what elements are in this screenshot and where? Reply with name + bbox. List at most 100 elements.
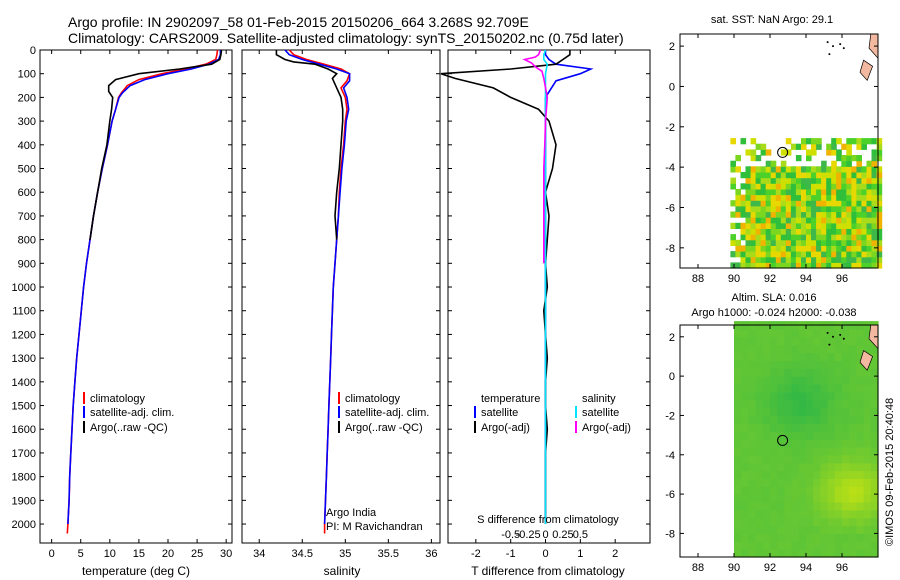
map-cell bbox=[784, 470, 793, 479]
map-cell bbox=[735, 239, 741, 246]
map-cell bbox=[734, 486, 742, 495]
map-cell bbox=[836, 149, 842, 156]
map-cell bbox=[734, 399, 742, 409]
map-cell bbox=[755, 415, 764, 424]
map-cell bbox=[790, 177, 797, 184]
map-cell bbox=[861, 217, 867, 224]
map-cell bbox=[755, 384, 764, 393]
map-cell bbox=[806, 177, 812, 184]
map-cell bbox=[791, 336, 800, 346]
map-cell bbox=[741, 470, 749, 479]
x-tick-label: -2 bbox=[471, 548, 481, 560]
map-cell bbox=[866, 166, 873, 173]
map-cell bbox=[775, 188, 782, 196]
map-cell bbox=[811, 183, 817, 190]
legend-t-argo-label: Argo(-adj) bbox=[481, 422, 530, 434]
map-cell bbox=[748, 431, 757, 440]
map-cell bbox=[806, 384, 814, 393]
map-cell bbox=[755, 245, 762, 252]
map-cell bbox=[834, 517, 843, 527]
map-frame bbox=[679, 324, 879, 558]
map-cell bbox=[876, 172, 883, 179]
map-cell bbox=[866, 234, 873, 241]
map-cell bbox=[846, 211, 852, 218]
map-cell bbox=[770, 352, 778, 361]
map-cell bbox=[856, 200, 862, 207]
map-cell bbox=[826, 188, 832, 196]
map-cell bbox=[842, 431, 850, 440]
map-cell bbox=[836, 217, 842, 224]
map-cell bbox=[866, 228, 873, 235]
map-cell bbox=[849, 431, 857, 440]
map-cell bbox=[806, 188, 812, 196]
map-cell bbox=[755, 194, 762, 201]
map-cell bbox=[841, 251, 847, 258]
map-cell bbox=[777, 384, 785, 393]
map-cell bbox=[846, 239, 852, 246]
map-cell bbox=[795, 228, 802, 235]
map-cell bbox=[856, 446, 865, 456]
map-cell bbox=[760, 262, 767, 269]
map-cell bbox=[755, 360, 764, 369]
map-cell bbox=[762, 407, 771, 417]
map-cell bbox=[785, 172, 792, 179]
map-cell bbox=[876, 228, 883, 235]
map-cell bbox=[849, 384, 857, 393]
map-cell bbox=[827, 399, 836, 409]
map-cell bbox=[841, 166, 847, 173]
map-cell bbox=[795, 251, 802, 258]
map-cell bbox=[866, 251, 873, 258]
map-cell bbox=[842, 462, 850, 472]
s-difference-xlabel: S difference from climatology bbox=[477, 514, 619, 526]
map-cell bbox=[770, 415, 778, 424]
map-cell bbox=[790, 239, 797, 246]
map-cell bbox=[849, 470, 857, 479]
map-cell bbox=[755, 454, 764, 464]
map-cell bbox=[876, 194, 883, 201]
map-cell bbox=[730, 177, 736, 184]
map-cell bbox=[748, 368, 757, 377]
map-cell bbox=[826, 200, 832, 207]
map-cell bbox=[784, 407, 793, 417]
map-cell bbox=[851, 222, 857, 229]
map-cell bbox=[827, 454, 836, 464]
map-cell bbox=[755, 251, 762, 258]
map-cell bbox=[834, 454, 843, 464]
map-cell bbox=[775, 245, 782, 252]
map-cell bbox=[806, 454, 814, 464]
map-cell bbox=[750, 149, 757, 156]
y-tick-label: 1000 bbox=[12, 282, 36, 294]
map-cell bbox=[791, 328, 800, 338]
map-cell bbox=[820, 336, 829, 346]
map-cell bbox=[798, 462, 807, 472]
map-cell bbox=[791, 446, 800, 456]
map-cell bbox=[780, 160, 787, 167]
map-cell bbox=[770, 328, 778, 338]
map-cell bbox=[765, 172, 772, 179]
temperature-legend: climatology satellite-adj. clim. Argo(..… bbox=[83, 392, 174, 434]
map-cell bbox=[870, 360, 879, 369]
map-cell bbox=[801, 194, 807, 201]
map-cell bbox=[777, 478, 785, 487]
map-cell bbox=[827, 541, 836, 550]
map-cell bbox=[836, 194, 842, 201]
map-cell bbox=[762, 454, 771, 464]
map-cell bbox=[813, 494, 821, 503]
map-cell bbox=[842, 360, 850, 369]
map-cell bbox=[834, 336, 843, 346]
map-cell bbox=[798, 336, 807, 346]
map-cell bbox=[842, 549, 850, 558]
map-cell bbox=[777, 368, 785, 377]
map-cell bbox=[760, 228, 767, 235]
map-cell bbox=[863, 328, 872, 338]
map-cell bbox=[765, 188, 772, 196]
map-cell bbox=[745, 256, 752, 263]
map-cell bbox=[851, 217, 857, 224]
map-cell bbox=[734, 549, 742, 558]
map-cell bbox=[834, 509, 843, 519]
map-cell bbox=[806, 256, 812, 263]
map-cell bbox=[806, 470, 814, 479]
map-cell bbox=[863, 541, 872, 550]
map-cell bbox=[827, 431, 836, 440]
map-cell bbox=[735, 155, 741, 162]
